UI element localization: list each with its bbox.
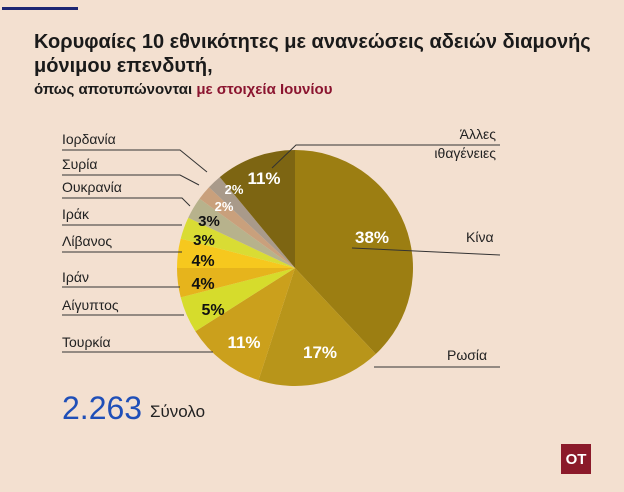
pie-slice-4 xyxy=(177,268,295,298)
pie-slice-1 xyxy=(258,268,376,386)
label-egypt: Αίγυπτος xyxy=(62,297,119,313)
label-russia: Ρωσία xyxy=(447,347,488,363)
pie-slice-7 xyxy=(188,198,295,268)
pie-slice-8 xyxy=(199,187,295,268)
label-lebanon: Λίβανος xyxy=(62,233,113,249)
ot-logo: OT xyxy=(561,444,591,474)
data-label-4: 4% xyxy=(191,276,214,293)
pie-slice-3 xyxy=(180,268,295,332)
label-other-line1: Άλλες xyxy=(459,126,496,142)
subtitle-text: όπως αποτυπώνονται xyxy=(34,81,197,98)
leader-line-1 xyxy=(62,174,200,186)
data-label-9: 2% xyxy=(225,182,244,197)
leader-line-0 xyxy=(62,149,208,173)
chart-subtitle: όπως αποτυπώνονται με στοιχεία Ιουνίου xyxy=(34,80,614,99)
pie-slice-5 xyxy=(177,238,295,268)
data-label-1: 17% xyxy=(303,343,337,362)
chart-header: Κορυφαίες 10 εθνικότητες με ανανεώσεις α… xyxy=(34,30,614,99)
data-label-8: 2% xyxy=(215,199,234,214)
data-label-0: 38% xyxy=(355,228,389,247)
label-iraq: Ιράκ xyxy=(62,206,89,222)
label-iran: Ιράν xyxy=(62,269,89,285)
data-label-5: 4% xyxy=(191,253,214,270)
pie-slice-0 xyxy=(295,150,413,355)
pie-slice-9 xyxy=(208,177,295,268)
pie-slice-10 xyxy=(219,150,295,268)
total-label: Σύνολο xyxy=(150,402,206,421)
subtitle-highlight: με στοιχεία Ιουνίου xyxy=(196,81,333,98)
label-ukraine: Ουκρανία xyxy=(62,179,122,195)
label-turkey: Τουρκία xyxy=(62,334,111,350)
accent-bar xyxy=(2,7,78,10)
leader-line-8 xyxy=(351,247,501,256)
label-china: Κίνα xyxy=(466,229,494,245)
label-syria: Συρία xyxy=(62,156,98,172)
data-label-10: 11% xyxy=(247,169,280,188)
data-label-3: 5% xyxy=(201,302,224,319)
data-label-7: 3% xyxy=(198,213,220,230)
data-label-6: 3% xyxy=(193,232,215,249)
label-other-line2: ιθαγένειες xyxy=(434,145,496,161)
total-value: 2.263 xyxy=(62,390,143,426)
chart-title: Κορυφαίες 10 εθνικότητες με ανανεώσεις α… xyxy=(34,31,591,77)
leader-line-10 xyxy=(271,144,500,169)
pie-slice-6 xyxy=(180,217,295,268)
label-jordan: Ιορδανία xyxy=(62,131,116,147)
data-label-2: 11% xyxy=(227,333,260,352)
leader-line-2 xyxy=(62,197,191,207)
pie-slice-2 xyxy=(195,268,295,381)
